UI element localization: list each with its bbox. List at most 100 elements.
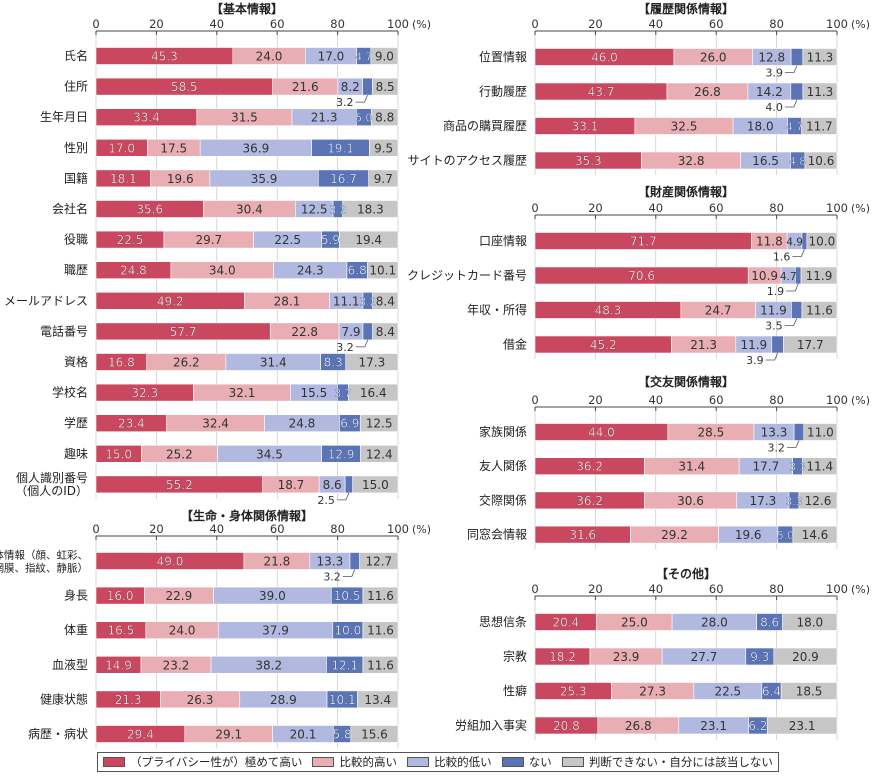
data-label: 31.5 [231, 111, 258, 125]
category-label: 同窓会情報 [467, 527, 527, 542]
bar-segment-none [771, 335, 784, 354]
data-label: 11.9 [760, 304, 787, 318]
data-label: 5.8 [333, 728, 352, 742]
bar-segment-cannot-judge [802, 82, 838, 101]
data-label: 20.8 [553, 719, 580, 733]
x-tick-label: 80 [769, 393, 784, 407]
callout-leader-line [784, 99, 798, 108]
category-label: 病歴・病状 [28, 726, 88, 741]
data-label: 8.3 [324, 356, 343, 370]
bar-segment-cannot-judge [801, 117, 838, 135]
category-label: 学校名 [52, 385, 88, 400]
x-tick-label: 60 [270, 17, 285, 31]
data-label-callout: 3.9 [746, 354, 764, 367]
data-label: 18.5 [796, 685, 823, 699]
data-label: 24.7 [705, 304, 732, 318]
category-label: 職歴 [64, 263, 88, 277]
data-label: 15.5 [301, 386, 328, 400]
legend-item-somewhat-low: 比較的低い [407, 754, 492, 770]
data-label: 22.9 [166, 589, 193, 603]
callout-leader-line [784, 318, 798, 326]
data-label: 36.9 [243, 141, 270, 155]
category-label: 学歴 [64, 415, 88, 430]
data-label: 30.4 [236, 203, 263, 217]
x-tick-label: 60 [270, 522, 285, 536]
bar-segment-cannot-judge [359, 552, 399, 570]
data-label: 26.3 [187, 693, 214, 707]
panel-title: 【生命・身体関係情報】 [181, 508, 313, 523]
category-label: 健康状態 [40, 691, 88, 706]
panel-title: 【交友関係情報】 [638, 374, 734, 389]
data-label: 18.1 [110, 172, 137, 186]
data-label: 28.0 [701, 616, 728, 630]
legend-label-cannot-judge: 判断できない・自分には該当しない [588, 755, 773, 769]
x-tick-label: 20 [588, 201, 603, 215]
category-label: 位置情報 [479, 49, 527, 64]
legend: （プライバシー性が）極めて高い 比較的高い 比較的低い ない 判断できない・自分… [97, 752, 779, 772]
data-label: 10.0 [335, 624, 362, 638]
data-label: 17.3 [359, 356, 386, 370]
data-label-callout: 3.2 [323, 571, 341, 584]
x-tick-label: 0 [531, 201, 538, 215]
data-label: 17.0 [108, 141, 135, 155]
data-label: 27.7 [691, 650, 718, 664]
data-label: 32.3 [131, 386, 158, 400]
data-label: 23.4 [118, 417, 145, 431]
x-tick-label: 40 [648, 582, 663, 596]
category-label: 住所 [64, 80, 88, 94]
data-label: 44.0 [588, 426, 615, 440]
data-label: 31.4 [260, 356, 287, 370]
x-tick-label: 80 [330, 17, 345, 31]
legend-item-none: ない [501, 754, 552, 770]
data-label: 6.4 [762, 685, 781, 699]
bar-segment-cannot-judge [802, 457, 838, 476]
data-label: 25.3 [560, 685, 587, 699]
bar-segment-none [362, 77, 373, 96]
legend-swatch-somewhat-low [407, 757, 430, 767]
data-label: 9.5 [374, 141, 393, 155]
x-tick-label: 80 [769, 201, 784, 215]
bar-segment-cannot-judge [362, 621, 399, 640]
data-label: 24.8 [289, 417, 316, 431]
data-label: 11.6 [806, 304, 833, 318]
category-label: クレジットカード番号 [407, 269, 527, 283]
data-label: 32.4 [202, 417, 229, 431]
data-label: 26.2 [173, 356, 200, 370]
data-label: 14.6 [802, 528, 829, 542]
x-tick-label: 20 [588, 393, 603, 407]
data-label: 57.7 [170, 325, 197, 339]
bar-segment-cannot-judge [371, 108, 399, 126]
category-label: 網膜、指紋、静脈） [0, 562, 88, 575]
x-tick-label: 60 [709, 582, 724, 596]
data-label: 8.4 [376, 294, 395, 308]
x-tick-label: 100 [826, 201, 848, 215]
data-label: 4.8 [789, 156, 806, 168]
x-tick-label: 60 [709, 393, 724, 407]
x-tick-label: 80 [769, 17, 784, 31]
category-label: 電話番号 [40, 323, 88, 338]
x-tick-label: 100 [387, 522, 409, 536]
data-label: 33.1 [572, 120, 599, 134]
bar-segment-cannot-judge [370, 47, 399, 65]
x-tick-label: 0 [92, 522, 99, 536]
data-label: 14.2 [756, 85, 783, 99]
chart-canvas: 【基本情報】0 20 40 60 80 100 (%)氏名 45.3 24.0 17.0 4.7 9.… [0, 1, 870, 749]
bar-segment-cannot-judge [806, 232, 838, 250]
data-label: 13.4 [364, 693, 391, 707]
x-tick-label: 80 [769, 582, 784, 596]
bar-segment-cannot-judge [372, 291, 399, 310]
data-label: 20.9 [792, 650, 819, 664]
data-label-callout: 3.2 [336, 341, 354, 354]
data-label: 10.6 [808, 154, 835, 168]
category-label: 年収・所得 [467, 302, 527, 317]
bar-segment-cannot-judge [368, 169, 399, 188]
data-label: 23.2 [163, 658, 190, 672]
category-label: 趣味 [64, 446, 88, 461]
bar-segment-cannot-judge [798, 491, 838, 510]
data-label: 18.0 [796, 616, 823, 630]
data-label-callout: 3.2 [336, 96, 354, 109]
category-label: 氏名 [64, 48, 88, 63]
data-label: 20.1 [290, 728, 317, 742]
data-label: 22.5 [274, 233, 301, 247]
x-tick-label: 80 [330, 522, 345, 536]
